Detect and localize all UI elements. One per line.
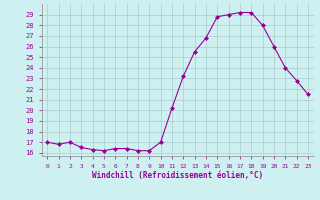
X-axis label: Windchill (Refroidissement éolien,°C): Windchill (Refroidissement éolien,°C) [92,171,263,180]
